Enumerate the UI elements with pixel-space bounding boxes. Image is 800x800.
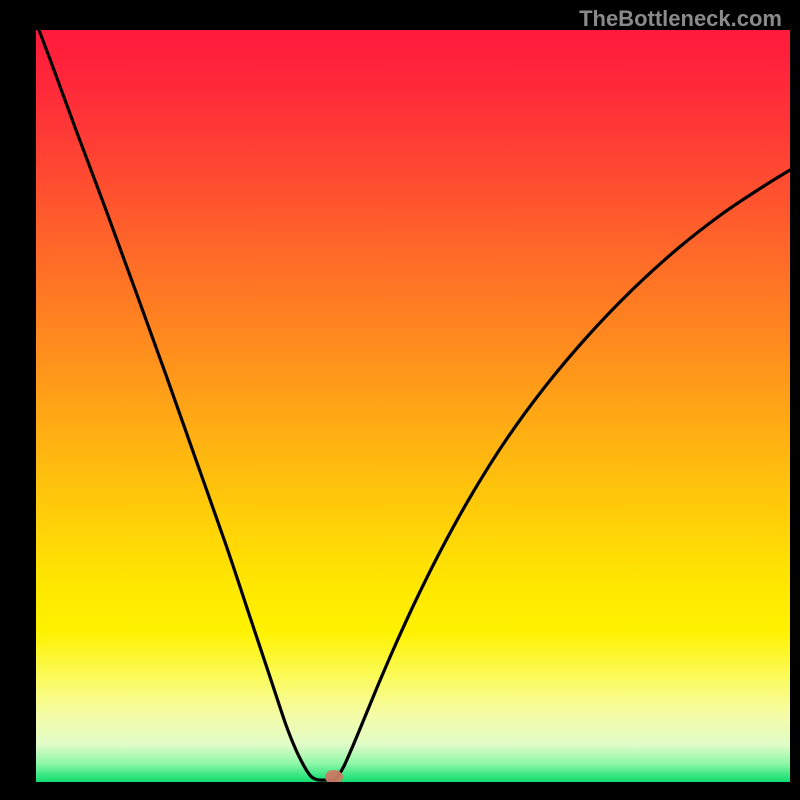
chart-plot-area [36,30,790,782]
curve-left-branch [36,30,334,780]
chart-curve [36,30,790,782]
watermark-text: TheBottleneck.com [579,6,782,32]
curve-right-branch [334,170,790,780]
